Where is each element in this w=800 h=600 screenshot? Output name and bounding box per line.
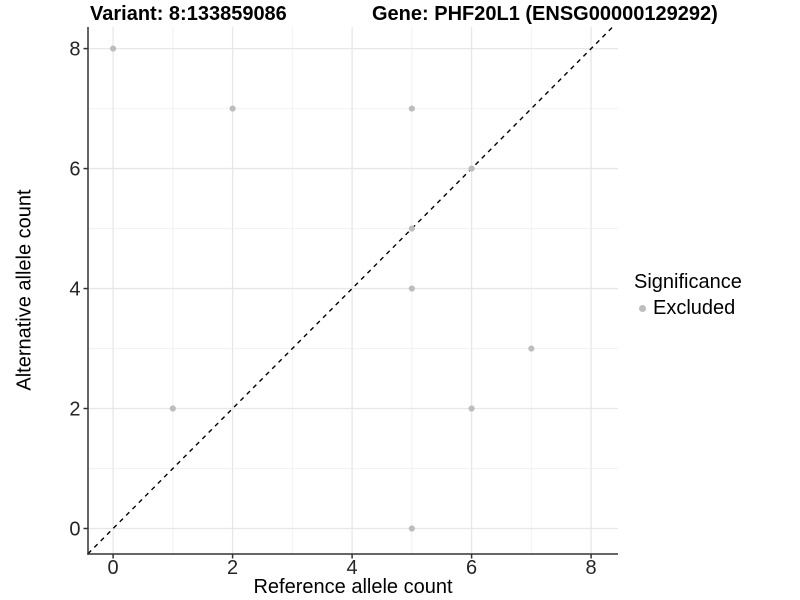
plot-title-gene: Gene: PHF20L1 (ENSG00000129292) bbox=[372, 3, 718, 25]
y-axis-title: Alternative allele count bbox=[13, 189, 36, 391]
data-point bbox=[408, 525, 415, 532]
y-tick-label: 6 bbox=[69, 159, 80, 181]
x-tick-label: 0 bbox=[108, 557, 119, 579]
y-tick-label: 4 bbox=[69, 279, 80, 301]
data-point bbox=[408, 105, 415, 112]
data-point bbox=[229, 105, 236, 112]
legend-title: Significance bbox=[634, 271, 742, 293]
y-tick-label: 2 bbox=[69, 399, 80, 421]
data-point bbox=[169, 405, 176, 412]
data-point bbox=[468, 165, 475, 172]
legend-item-label: Excluded bbox=[653, 297, 736, 319]
legend-key bbox=[634, 299, 650, 317]
y-tick-label: 0 bbox=[69, 519, 80, 541]
legend: Significance Excluded bbox=[634, 270, 742, 320]
legend-point-icon bbox=[638, 304, 646, 312]
x-tick-label: 8 bbox=[586, 557, 597, 579]
data-point bbox=[408, 225, 415, 232]
x-axis-title: Reference allele count bbox=[253, 576, 453, 598]
y-tick-label: 8 bbox=[69, 39, 80, 61]
data-point bbox=[468, 405, 475, 412]
data-point bbox=[109, 45, 117, 52]
identity-line bbox=[87, 26, 614, 555]
x-tick-label: 4 bbox=[347, 557, 358, 579]
data-point bbox=[528, 345, 535, 352]
plot-title-variant: Variant: 8:133859086 bbox=[90, 3, 287, 25]
data-point bbox=[408, 285, 415, 292]
x-tick-label: 6 bbox=[466, 557, 477, 579]
x-tick-label: 2 bbox=[227, 557, 238, 579]
legend-item-excluded: Excluded bbox=[634, 296, 742, 320]
